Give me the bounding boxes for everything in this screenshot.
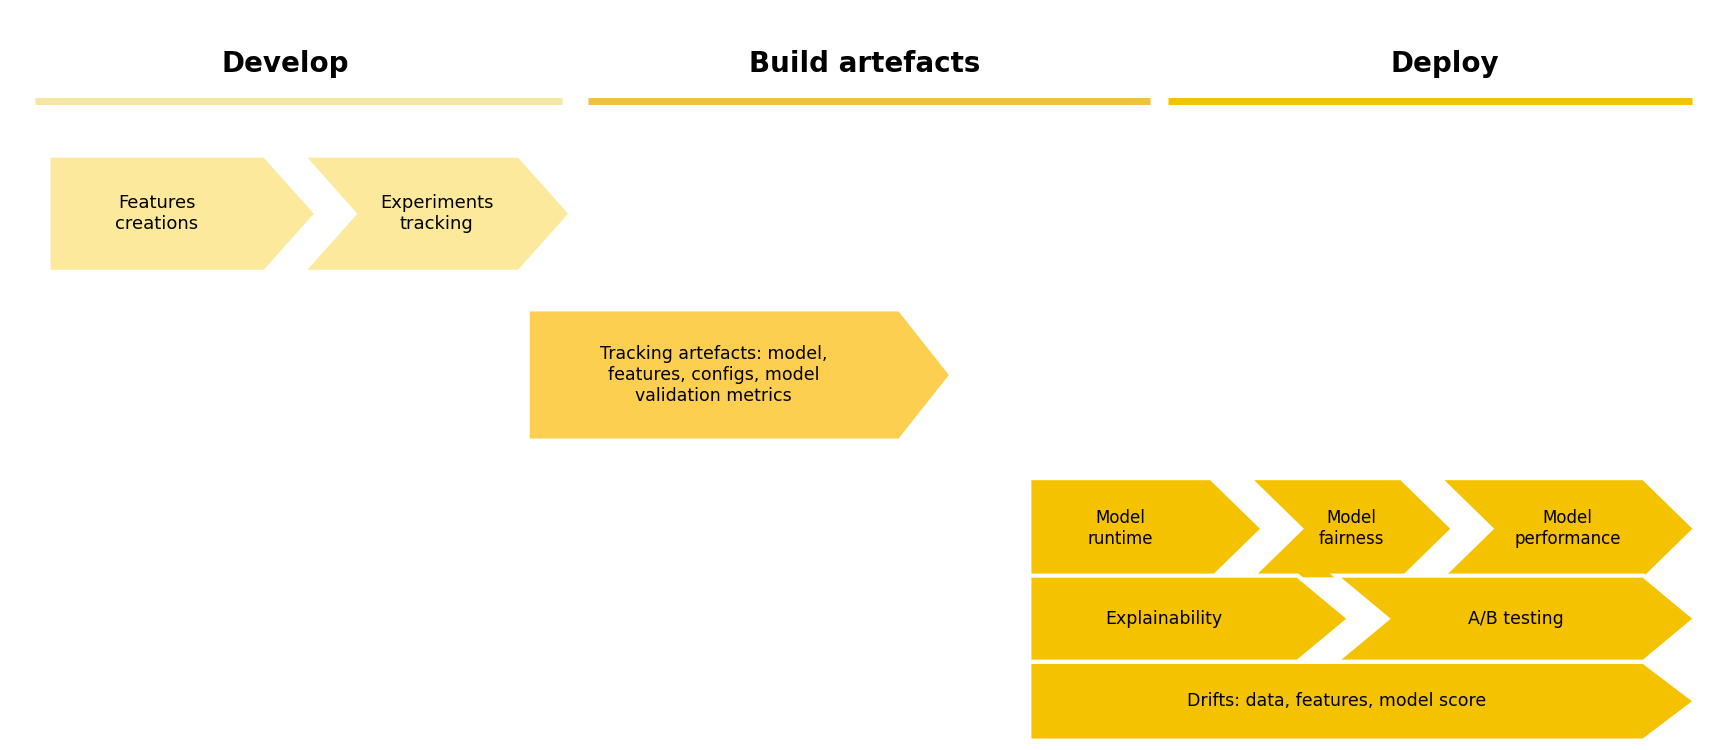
Polygon shape: [303, 156, 571, 272]
Text: Tracking artefacts: model,
features, configs, model
validation metrics: Tracking artefacts: model, features, con…: [600, 345, 827, 405]
Text: Drifts: data, features, model score: Drifts: data, features, model score: [1187, 692, 1486, 710]
Text: Model
performance: Model performance: [1514, 509, 1621, 548]
Polygon shape: [528, 309, 952, 441]
Polygon shape: [1439, 478, 1695, 580]
Text: Build artefacts: Build artefacts: [749, 50, 981, 78]
Text: A/B testing: A/B testing: [1467, 610, 1564, 628]
Text: Explainability: Explainability: [1105, 610, 1221, 628]
Polygon shape: [48, 156, 317, 272]
Polygon shape: [1249, 478, 1453, 580]
Text: Deploy: Deploy: [1391, 50, 1498, 78]
Text: Experiments
tracking: Experiments tracking: [381, 194, 493, 233]
Text: Develop: Develop: [221, 50, 349, 78]
Text: Features
creations: Features creations: [114, 194, 199, 233]
Polygon shape: [1029, 478, 1263, 580]
Text: Model
runtime: Model runtime: [1088, 509, 1152, 548]
Polygon shape: [1029, 576, 1349, 662]
Polygon shape: [1029, 662, 1695, 741]
Polygon shape: [1336, 576, 1695, 662]
Text: Model
fairness: Model fairness: [1318, 509, 1384, 548]
